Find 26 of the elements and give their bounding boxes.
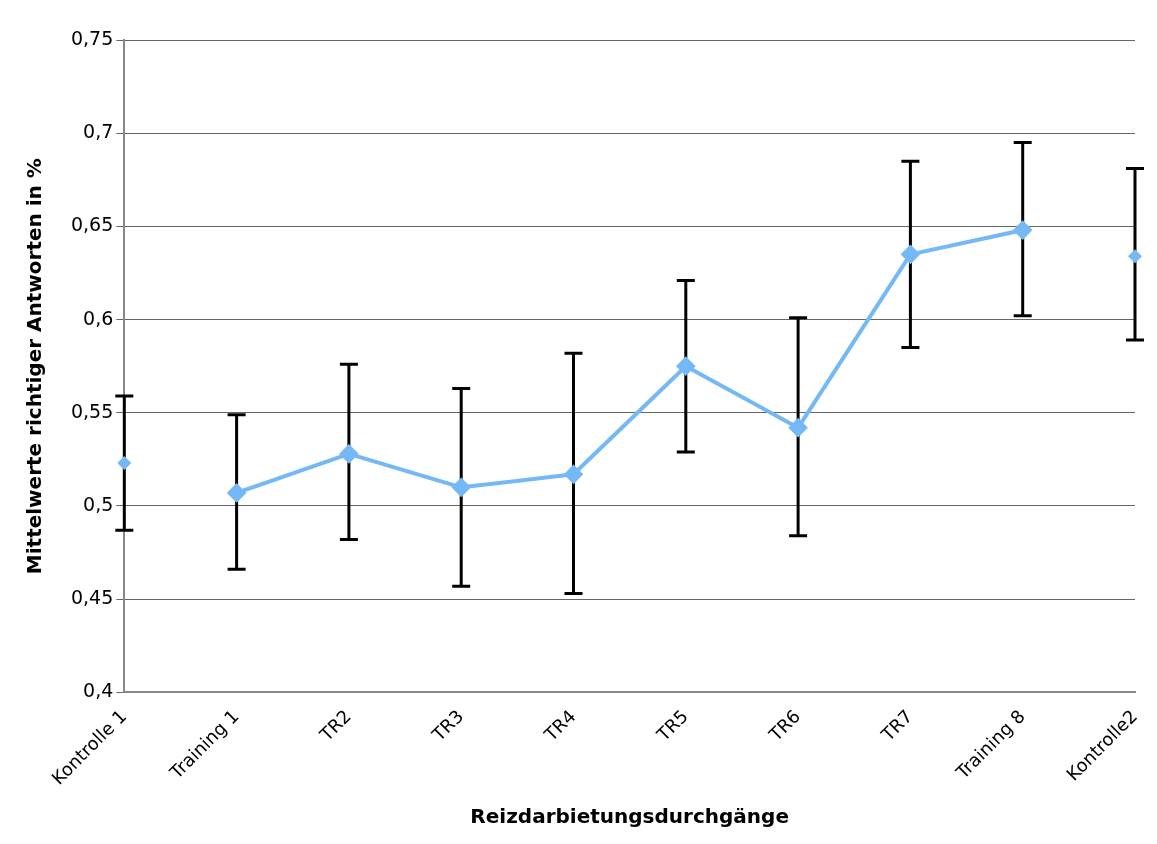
x-tick-label: TR7	[876, 705, 917, 746]
y-tick-label: 0,45	[70, 586, 114, 609]
x-tick-label: TR3	[427, 705, 468, 746]
point	[339, 444, 358, 463]
y-tick-label: 0,55	[70, 399, 114, 422]
y-tick-label: 0,4	[83, 679, 114, 702]
point	[227, 483, 246, 502]
y-tick-label: 0,6	[83, 306, 114, 329]
point	[1013, 221, 1032, 240]
point	[789, 418, 808, 437]
x-tick-label: TR2	[314, 705, 356, 746]
point	[901, 245, 920, 264]
point	[564, 465, 583, 484]
y-axis-title: Mittelwerte richtiger Antworten in %	[22, 158, 47, 575]
y-tick-label: 0,65	[70, 213, 114, 236]
point	[117, 456, 132, 471]
point	[452, 478, 471, 497]
point	[1128, 249, 1142, 264]
point	[676, 357, 695, 376]
x-tick-label: TR6	[763, 705, 805, 746]
x-tick-label: TR4	[539, 705, 580, 746]
x-axis-title: Reizdarbietungsdurchgänge	[470, 804, 789, 829]
y-tick-label: 0,5	[83, 492, 114, 515]
y-tick-label: 0,7	[83, 120, 114, 143]
x-tick-label: TR5	[651, 705, 692, 746]
y-tick-label: 0,75	[70, 26, 114, 49]
